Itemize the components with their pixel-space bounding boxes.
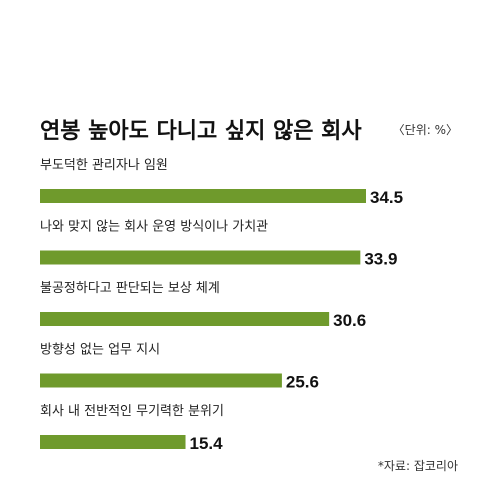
- category-label: 부도덕한 관리자나 임원: [40, 158, 168, 173]
- bar: [40, 312, 330, 326]
- bar: [40, 373, 282, 388]
- category-label: 회사 내 전반적인 무기력한 분위기: [40, 404, 224, 419]
- value-label: 25.6: [286, 373, 319, 392]
- bar-group: 부도덕한 관리자나 임원 34.5 나와 맞지 않는 회사 운영 방식이나 가치관 3…: [40, 158, 403, 453]
- bar: [40, 435, 186, 449]
- bar: [40, 250, 361, 265]
- value-label: 33.9: [364, 250, 397, 269]
- bar: [40, 189, 366, 203]
- category-label: 나와 맞지 않는 회사 운영 방식이나 가치관: [40, 220, 268, 235]
- unit-label: 〈단위: %〉: [393, 123, 458, 137]
- value-label: 15.4: [190, 434, 224, 453]
- chart-title: 연봉 높아도 다니고 싶지 않은 회사: [40, 119, 362, 144]
- category-label: 불공정하다고 판단되는 보상 체계: [40, 281, 220, 296]
- value-label: 30.6: [333, 311, 366, 330]
- source-note: *자료: 잡코리아: [378, 459, 458, 473]
- category-label: 방향성 없는 업무 지시: [40, 343, 160, 358]
- value-label: 34.5: [370, 188, 403, 207]
